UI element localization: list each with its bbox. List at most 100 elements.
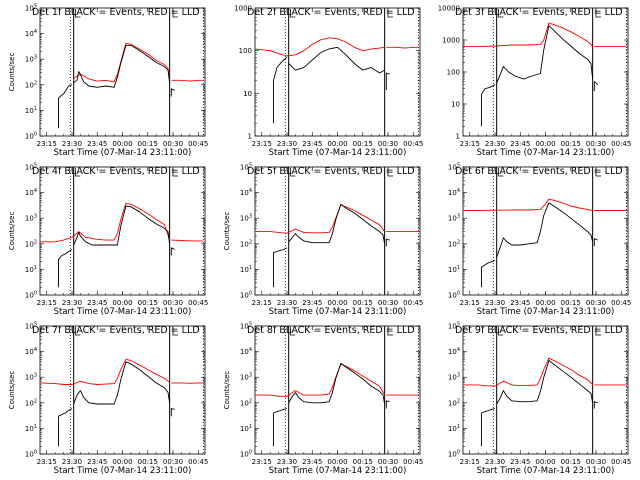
- x-tick-label: 00:15: [561, 458, 581, 466]
- y-tick-label: 103: [448, 214, 460, 223]
- panel-title: Det 4f BLACK = Events, RED = LLD: [32, 166, 200, 177]
- plot-frame: [39, 7, 206, 137]
- plot-frame: [462, 166, 629, 296]
- x-tick-label: 00:45: [188, 299, 208, 307]
- lld-series-line: [255, 363, 385, 397]
- events-series-line: [288, 362, 386, 405]
- bracket-marker: [497, 9, 504, 18]
- plot-frame: [254, 7, 421, 137]
- y-tick-label: 105: [25, 163, 37, 172]
- x-tick-label: 00:00: [535, 458, 555, 466]
- x-tick-label: 23:45: [302, 299, 322, 307]
- events-series-line: [73, 205, 171, 246]
- panel-title: Det 5f BLACK = Events, RED = LLD: [247, 166, 415, 177]
- x-tick-label: 23:15: [252, 140, 272, 148]
- y-tick-label: 101: [448, 265, 460, 274]
- panel-det-5: Det 5f BLACK = Events, RED = LLD 100 101 10…: [223, 163, 423, 318]
- bracket-marker: [595, 327, 602, 336]
- x-tick-label: 00:00: [535, 299, 555, 307]
- plot-frame: [39, 166, 206, 296]
- x-tick-label: 23:30: [62, 458, 82, 466]
- y-tick-label: 104: [448, 347, 460, 356]
- lld-series-line: [463, 357, 593, 387]
- x-tick-label: 00:15: [561, 299, 581, 307]
- lld-series-line: [39, 358, 170, 385]
- panel-det-2: Det 2f BLACK = Events, RED = LLD 1 10 100 10…: [234, 5, 423, 159]
- x-tick-label: 00:30: [586, 458, 606, 466]
- bracket-marker: [74, 168, 81, 177]
- y-tick-label: 100: [25, 132, 37, 141]
- x-tick-label: 00:00: [327, 299, 347, 307]
- x-tick-label: 00:30: [378, 458, 398, 466]
- y-tick-label: 103: [448, 373, 460, 382]
- x-tick-label: 23:30: [277, 299, 297, 307]
- bracket-marker: [387, 9, 394, 18]
- x-tick-label: 00:15: [138, 140, 158, 148]
- x-tick-label: 23:15: [252, 458, 272, 466]
- x-tick-label: 00:45: [611, 140, 631, 148]
- y-tick-label: 104: [448, 188, 460, 197]
- y-axis-label: Counts/sec: [223, 371, 231, 410]
- panel-title: Det 6f BLACK = Events, RED = LLD: [455, 166, 623, 177]
- bracket-marker: [74, 327, 81, 336]
- y-tick-label: 101: [25, 424, 37, 433]
- lld-series-line: [40, 202, 171, 243]
- panel-det-7: Det 7f BLACK = Events, RED = LLD 100 101 10…: [8, 322, 208, 477]
- bracket-marker: [497, 327, 504, 336]
- bracket-marker: [595, 9, 602, 18]
- bracket-marker: [74, 9, 81, 18]
- y-tick-label: 101: [240, 424, 252, 433]
- events-series-line: [593, 81, 599, 92]
- bracket-marker: [289, 168, 296, 177]
- x-tick-label: 23:30: [277, 458, 297, 466]
- y-tick-label: 102: [240, 398, 252, 407]
- x-tick-label: 23:30: [62, 140, 82, 148]
- y-tick-label: 100: [25, 291, 37, 300]
- y-tick-label: 1: [456, 133, 460, 141]
- x-tick-label: 00:45: [188, 140, 208, 148]
- x-tick-label: 00:45: [403, 299, 423, 307]
- y-axis-label: Counts/sec: [8, 53, 16, 92]
- events-series-line: [385, 400, 390, 409]
- bracket-marker: [172, 327, 179, 336]
- x-axis-label: Start Time (07-Mar-14 23:11:00): [477, 148, 615, 158]
- x-tick-label: 00:15: [353, 458, 373, 466]
- x-tick-label: 00:15: [138, 458, 158, 466]
- plot-frame: [254, 166, 421, 296]
- bracket-marker: [172, 9, 179, 18]
- x-tick-label: 23:30: [485, 458, 505, 466]
- x-tick-label: 00:00: [327, 140, 347, 148]
- x-tick-label: 23:15: [460, 299, 480, 307]
- plot-frame: [462, 325, 629, 455]
- x-tick-label: 00:30: [163, 299, 183, 307]
- plot-frame: [39, 325, 206, 455]
- events-series-line: [58, 408, 73, 447]
- x-tick-label: 23:30: [485, 140, 505, 148]
- y-tick-label: 105: [448, 163, 460, 172]
- x-tick-label: 00:45: [403, 140, 423, 148]
- x-axis-label: Start Time (07-Mar-14 23:11:00): [54, 148, 192, 158]
- y-tick-label: 103: [25, 214, 37, 223]
- events-series-line: [170, 88, 175, 97]
- panel-det-4: Det 4f BLACK = Events, RED = LLD 100 101 10…: [8, 163, 208, 318]
- y-tick-label: 102: [448, 239, 460, 248]
- events-series-line: [481, 260, 496, 288]
- y-tick-label: 104: [240, 188, 252, 197]
- events-series-line: [593, 401, 598, 409]
- panel-title: Det 9f BLACK = Events, RED = LLD: [455, 325, 623, 336]
- x-tick-label: 23:15: [37, 458, 57, 466]
- panel-title: Det 2f BLACK = Events, RED = LLD: [247, 7, 415, 18]
- bracket-marker: [387, 327, 394, 336]
- events-series-line: [73, 361, 171, 405]
- lld-series-line: [386, 46, 419, 49]
- x-tick-label: 00:30: [378, 299, 398, 307]
- events-series-line: [170, 247, 175, 256]
- panel-det-1: Det 1f BLACK = Events, RED = LLD 100 101 10…: [8, 4, 208, 159]
- x-axis-label: Start Time (07-Mar-14 23:11:00): [269, 466, 407, 476]
- x-tick-label: 23:45: [87, 140, 107, 148]
- y-tick-label: 105: [240, 322, 252, 331]
- y-tick-label: 103: [240, 373, 252, 382]
- x-tick-label: 00:15: [138, 299, 158, 307]
- x-tick-label: 23:45: [87, 458, 107, 466]
- x-tick-label: 23:45: [510, 140, 530, 148]
